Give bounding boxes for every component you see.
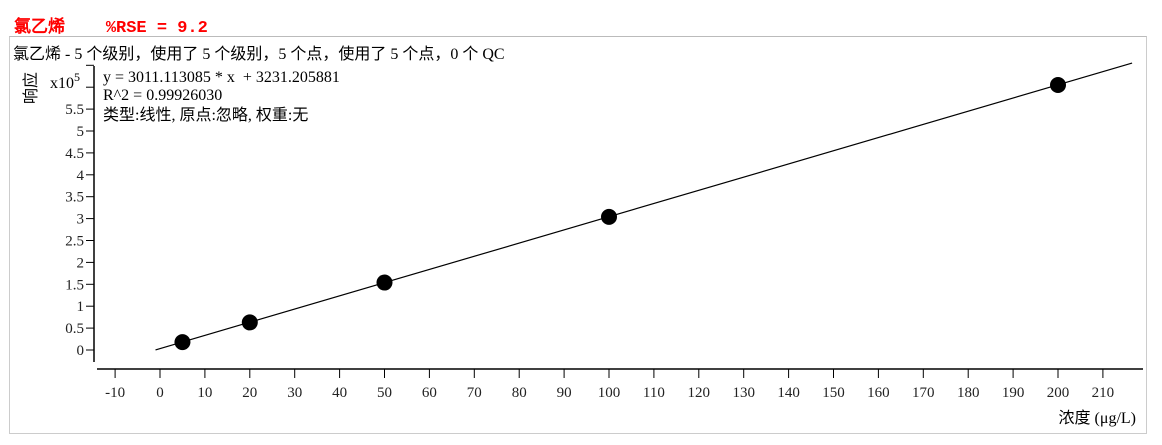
y-tick-label: 2.5 xyxy=(65,234,84,250)
chart-title: 氯乙烯 %RSE = 9.2 xyxy=(14,12,208,38)
data-point xyxy=(376,274,393,291)
y-tick-label: 0 xyxy=(77,343,85,359)
data-point xyxy=(174,334,191,351)
x-tick-label: 20 xyxy=(242,385,257,401)
data-point xyxy=(1050,77,1066,94)
x-tick-label: 100 xyxy=(598,385,621,401)
x-tick-label: 180 xyxy=(957,385,980,401)
y-axis-label: 响应 xyxy=(21,72,40,104)
x-tick-label: 110 xyxy=(643,385,665,401)
data-point xyxy=(241,314,258,331)
x-tick-label: 50 xyxy=(377,385,392,401)
y-multiplier: x105 xyxy=(50,70,80,92)
data-point xyxy=(601,208,617,225)
y-tick-label: 3.5 xyxy=(65,190,84,206)
y-tick-label: 3 xyxy=(77,212,85,228)
x-tick-label: 90 xyxy=(557,385,572,401)
rse-value: %RSE = 9.2 xyxy=(105,19,208,38)
x-tick-label: -10 xyxy=(105,385,125,401)
y-tick-label: 4.5 xyxy=(65,146,84,162)
y-multiplier-exp: 5 xyxy=(74,70,80,84)
x-tick-label: 170 xyxy=(912,385,935,401)
y-tick-label: 4 xyxy=(77,168,85,184)
x-tick-label: 160 xyxy=(867,385,890,401)
y-multiplier-base: x10 xyxy=(50,75,74,92)
x-tick-label: 70 xyxy=(467,385,482,401)
equation-text: y = 3011.113085 * x + 3231.205881 xyxy=(103,69,340,86)
y-tick-label: 5 xyxy=(77,124,85,140)
compound-name: 氯乙烯 xyxy=(14,19,65,38)
x-tick-label: 40 xyxy=(332,385,347,401)
fit-line xyxy=(155,62,1133,351)
y-tick-label: 5.5 xyxy=(65,102,84,118)
y-tick-label: 0.5 xyxy=(65,321,84,337)
x-tick-label: 150 xyxy=(822,385,845,401)
x-tick-label: 0 xyxy=(156,385,164,401)
fit-info-text: 类型:线性, 原点:忽略, 权重:无 xyxy=(103,106,308,124)
x-tick-label: 60 xyxy=(422,385,437,401)
x-tick-label: 200 xyxy=(1047,385,1070,401)
x-tick-label: 80 xyxy=(512,385,527,401)
x-tick-label: 130 xyxy=(732,385,755,401)
x-tick-label: 120 xyxy=(688,385,711,401)
x-tick-label: 190 xyxy=(1002,385,1025,401)
summary-text: 氯乙烯 - 5 个级别，使用了 5 个级别，5 个点，使用了 5 个点，0 个 … xyxy=(13,45,505,63)
chart-frame xyxy=(9,36,1147,434)
x-tick-label: 10 xyxy=(197,385,212,401)
y-tick-label: 1 xyxy=(77,299,85,315)
y-tick-label: 2 xyxy=(77,255,85,271)
x-tick-label: 140 xyxy=(777,385,800,401)
y-tick-label: 1.5 xyxy=(65,277,84,293)
x-axis-label: 浓度 (μg/L) xyxy=(1059,409,1136,427)
x-tick-label: 30 xyxy=(287,385,302,401)
r2-text: R^2 = 0.99926030 xyxy=(103,87,222,104)
x-tick-label: 210 xyxy=(1092,385,1115,401)
